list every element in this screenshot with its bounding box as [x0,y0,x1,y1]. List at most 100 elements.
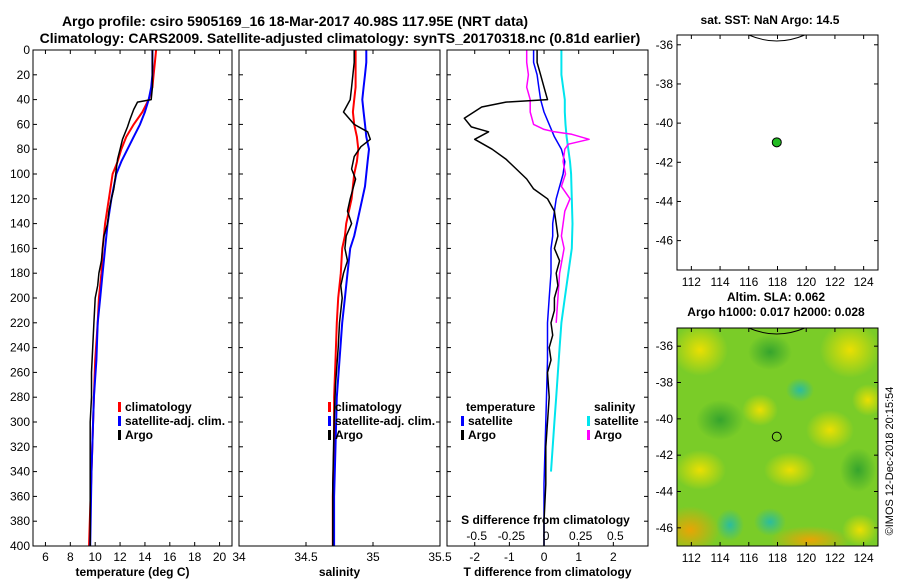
legend-label-satellite-adj: satellite-adj. clim. [125,414,225,428]
legend-label-climatology: climatology [335,400,402,414]
sla-anomaly-high [842,514,878,546]
y-tick-label: -38 [656,77,674,91]
series-line-s-argo [525,50,590,323]
legend-title-temperature: temperature [466,400,536,414]
sla-anomaly-low [696,400,744,440]
x-tick-label: 1 [575,550,582,564]
sla-anomaly-low [748,334,792,370]
x-axis-top-label: S difference from climatology [461,513,630,527]
x-tick-label: 122 [825,275,845,289]
sla-anomaly-high [742,394,778,426]
x-tick-label: -1 [504,550,515,564]
sla-anomaly-high [770,526,850,546]
sla-anomaly-low [840,448,876,492]
x-top-tick-label: 0.5 [607,529,624,543]
x-tick-label: 6 [42,550,49,564]
sla-anomaly-high [677,328,728,376]
y-tick-label: 160 [10,241,30,255]
x-tick-label: 20 [213,550,227,564]
legend-swatch-t-satellite [461,416,464,426]
legend-label-t-argo: Argo [468,428,496,442]
imos-watermark: ©IMOS 12-Dec-2018 20:15:54 [884,387,896,536]
x-tick-label: 35 [366,550,380,564]
sla-anomaly-high [764,452,816,488]
legend-swatch-t-argo [461,430,464,440]
x-tick-label: 122 [825,551,845,565]
x-tick-label: 120 [796,551,816,565]
x-tick-label: 2 [610,550,617,564]
argo-float-marker [771,431,782,442]
x-tick-label: 8 [67,550,74,564]
y-tick-label: -44 [656,194,674,208]
sla-map-subtitle: Argo h1000: 0.017 h2000: 0.028 [687,305,865,319]
x-tick-label: 112 [682,275,701,289]
sla-anomaly-high [820,328,878,378]
y-tick-label: 80 [17,142,31,156]
y-tick-label: 360 [10,489,30,503]
sla-map-panel: -36 -38 -40 -42 -44 -46 112 114 116 118 120 122 124 [656,327,879,565]
legend-label-t-satellite: satellite [468,414,513,428]
y-tick-label: 140 [10,217,30,231]
sla-anomaly-low [716,509,744,541]
y-tick-label: 20 [17,68,31,82]
y-tick-label: -44 [656,485,674,499]
x-tick-label: 114 [711,275,730,289]
legend-label-climatology: climatology [125,400,192,414]
figure-title-line2: Climatology: CARS2009. Satellite-adjuste… [40,30,641,46]
legend-swatch-satellite-adj [118,416,121,426]
x-tick-label: 118 [768,551,787,565]
coastline-contour [748,34,805,42]
series-line-argo [89,50,154,546]
x-tick-label: 112 [682,551,701,565]
y-tick-label: 260 [10,365,30,379]
x-top-tick-label: 0.25 [569,529,593,543]
y-tick-label: 320 [10,440,30,454]
x-tick-label: 124 [854,551,874,565]
y-tick-label: 340 [10,465,30,479]
temperature-panel: 0 20 40 60 80 100 120 140 160 180 200 220 240 260 280 3… [10,43,233,579]
y-tick-label: -40 [656,412,674,426]
x-tick-label: 116 [739,551,758,565]
y-tick-label: 400 [10,539,30,553]
sla-heatmap-field [677,328,878,546]
x-tick-label: 120 [796,275,816,289]
difference-panel: -2 -1 0 1 2 S difference from climatology -0.5… [446,49,649,579]
salinity-legend: climatology satellite-adj. clim. Argo [328,400,435,442]
y-tick-label: -40 [656,116,674,130]
x-axis-label: temperature (deg C) [75,565,189,579]
figure-title-line1: Argo profile: csiro 5905169_16 18-Mar-20… [62,13,528,29]
series-line-satellite-adj-clim- [333,50,370,546]
x-tick-label: 0 [541,550,548,564]
series-line-s-satellite [550,50,574,472]
x-top-tick-label: -0.25 [498,529,526,543]
legend-label-s-satellite: satellite [594,414,639,428]
map-frame [676,327,879,547]
sst-map-panel: -36 -38 -40 -42 -44 -46 112 114 116 118 120 122 124 [656,34,879,289]
sla-map-title: Altim. SLA: 0.062 [727,290,825,304]
legend-label-satellite-adj: satellite-adj. clim. [335,414,435,428]
y-tick-label: -36 [656,38,674,52]
x-tick-label: 34.5 [294,550,318,564]
legend-swatch-argo [118,430,121,440]
x-tick-label: 14 [138,550,152,564]
legend-title-salinity: salinity [594,400,636,414]
y-tick-label: 100 [10,167,30,181]
x-axis-label: salinity [319,565,361,579]
legend-label-argo: Argo [335,428,363,442]
plot-frame [238,49,441,547]
y-tick-label: 220 [10,316,30,330]
y-tick-label: 280 [10,390,30,404]
x-tick-label: 18 [188,550,202,564]
y-tick-label: -42 [656,155,674,169]
x-top-tick-label: -0.5 [466,529,487,543]
sla-anomaly-low [786,378,814,402]
y-tick-label: 300 [10,415,30,429]
legend-label-argo: Argo [125,428,153,442]
legend-swatch-climatology [118,402,121,412]
series-line-climatology [88,49,158,547]
y-tick-label: -42 [656,448,674,462]
y-tick-label: -38 [656,376,674,390]
sla-anomaly-high [677,450,726,490]
legend-swatch-satellite-adj [328,416,331,426]
x-tick-label: 10 [89,550,103,564]
